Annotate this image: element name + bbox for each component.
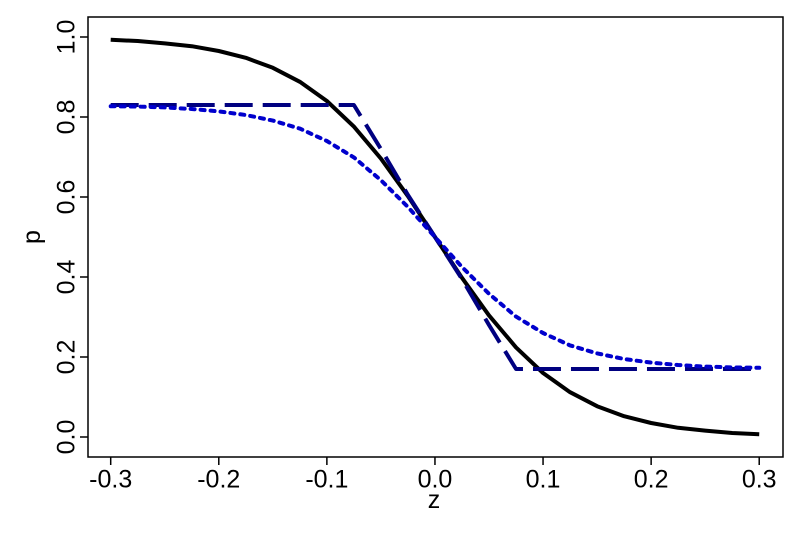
y-tick-label: 0.2: [53, 340, 81, 375]
x-tick-label: 0.3: [742, 466, 777, 494]
x-tick-label: 0.1: [526, 466, 561, 494]
y-tick-label: 0.4: [53, 260, 81, 295]
x-axis-label: z: [428, 486, 441, 514]
y-tick-label: 0.6: [53, 180, 81, 215]
x-tick-label: -0.2: [197, 466, 240, 494]
y-tick-label: 0.0: [53, 420, 81, 455]
x-tick-label: 0.2: [634, 466, 669, 494]
y-axis-label: p: [18, 230, 46, 244]
x-tick-label: -0.3: [89, 466, 132, 494]
y-tick-label: 0.8: [53, 100, 81, 135]
y-tick-label: 1.0: [53, 20, 81, 55]
line-series: [110, 103, 760, 371]
x-tick-label: 0.0: [418, 466, 453, 494]
x-tick-label: -0.1: [305, 466, 348, 494]
line-series: [108, 104, 762, 370]
